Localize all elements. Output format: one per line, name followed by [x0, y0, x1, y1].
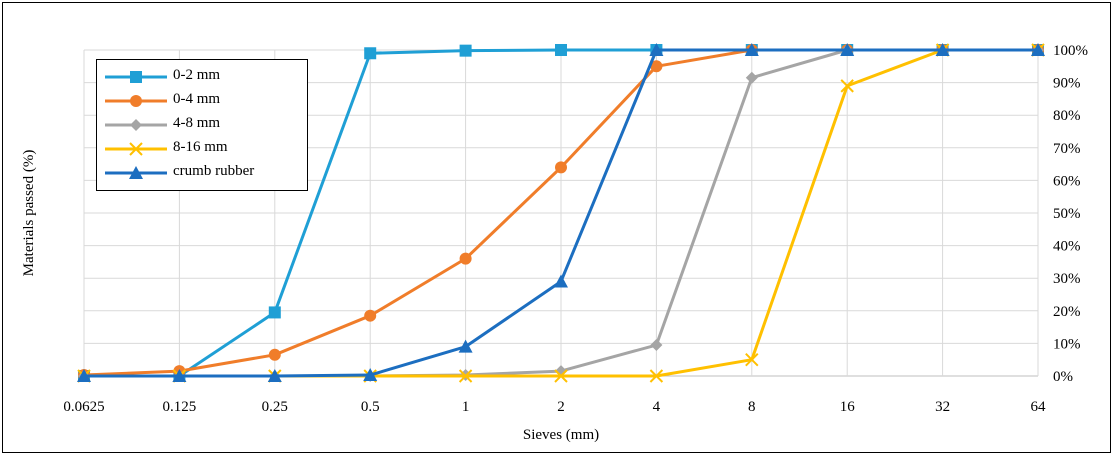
y-tick-label: 90%	[1053, 76, 1081, 92]
x-axis-title: Sieves (mm)	[523, 427, 599, 443]
legend-swatch	[105, 166, 167, 179]
legend: 0-2 mm 0-4 mm 4-8 mm 8-16 mm crumb rubber	[96, 59, 308, 191]
y-tick-label: 0%	[1053, 369, 1073, 385]
x-tick-label: 32	[935, 399, 950, 415]
legend-item: 8-16 mm	[103, 138, 303, 160]
data-point	[364, 309, 377, 322]
data-point	[459, 252, 472, 265]
y-tick-label: 30%	[1053, 271, 1081, 287]
data-point	[77, 369, 91, 382]
x-tick-label: 4	[653, 399, 661, 415]
data-point	[364, 47, 377, 60]
data-point	[649, 43, 664, 56]
y-tick-label: 10%	[1053, 336, 1081, 352]
data-point	[130, 119, 142, 131]
tick-labels: 0% 10% 20% 30% 40% 50% 60% 70% 80% 90% 100% 0.0625 0…	[63, 43, 1088, 415]
x-tick-label: 8	[748, 399, 756, 415]
data-point	[267, 369, 282, 382]
series-layer	[77, 43, 1045, 383]
data-point	[129, 166, 143, 179]
legend-item: 0-4 mm	[103, 90, 303, 112]
data-point	[172, 369, 187, 382]
x-tick-label: 0.25	[262, 399, 288, 415]
x-tick-label: 0.0625	[63, 399, 104, 415]
y-tick-label: 100%	[1053, 43, 1088, 59]
legend-label: 8-16 mm	[173, 139, 228, 155]
data-point	[745, 71, 758, 84]
data-point	[745, 352, 759, 367]
y-tick-label: 70%	[1053, 141, 1081, 157]
data-point	[268, 306, 281, 319]
legend-item: 4-8 mm	[103, 114, 303, 136]
data-point	[555, 161, 567, 174]
data-point	[649, 369, 664, 383]
legend-label: crumb rubber	[173, 163, 255, 179]
y-tick-label: 20%	[1053, 304, 1081, 320]
data-point	[130, 95, 142, 107]
data-point	[268, 348, 281, 361]
y-tick-label: 60%	[1053, 173, 1081, 189]
data-point	[555, 44, 567, 56]
data-point	[650, 339, 663, 352]
legend-label: 0-2 mm	[173, 67, 221, 83]
data-point	[458, 369, 473, 383]
data-point	[744, 43, 759, 56]
x-tick-label: 0.5	[361, 399, 380, 415]
y-tick-label: 40%	[1053, 239, 1081, 255]
data-point	[935, 43, 950, 56]
legend-label: 4-8 mm	[173, 115, 221, 131]
line-chart: 0% 10% 20% 30% 40% 50% 60% 70% 80% 90% 100% 0.0625 0…	[21, 43, 1088, 443]
legend-swatch	[105, 142, 167, 156]
data-point	[458, 339, 473, 353]
legend-label: 0-4 mm	[173, 91, 221, 107]
x-tick-label: 1	[462, 399, 470, 415]
data-point	[554, 369, 568, 383]
legend-swatch	[105, 95, 167, 107]
legend-swatch	[105, 119, 167, 131]
y-tick-label: 80%	[1053, 108, 1081, 124]
series-crumb-rubber	[77, 43, 1045, 382]
x-tick-label: 16	[840, 399, 856, 415]
data-point	[459, 44, 472, 57]
data-point	[1031, 43, 1045, 56]
legend-item: 0-2 mm	[103, 66, 303, 88]
x-tick-label: 64	[1031, 399, 1047, 415]
x-tick-label: 2	[557, 399, 565, 415]
data-point	[129, 142, 143, 156]
data-point	[650, 60, 663, 73]
gridlines	[83, 49, 1039, 377]
data-point	[363, 368, 378, 382]
data-point	[840, 43, 855, 56]
data-point	[130, 71, 142, 83]
y-tick-label: 50%	[1053, 206, 1081, 222]
legend-swatch	[105, 71, 167, 83]
legend-item: crumb rubber	[103, 162, 303, 184]
data-point	[840, 79, 854, 93]
y-axis-title: Materials passed (%)	[21, 150, 37, 277]
x-tick-label: 0.125	[163, 399, 197, 415]
data-point	[554, 274, 568, 288]
